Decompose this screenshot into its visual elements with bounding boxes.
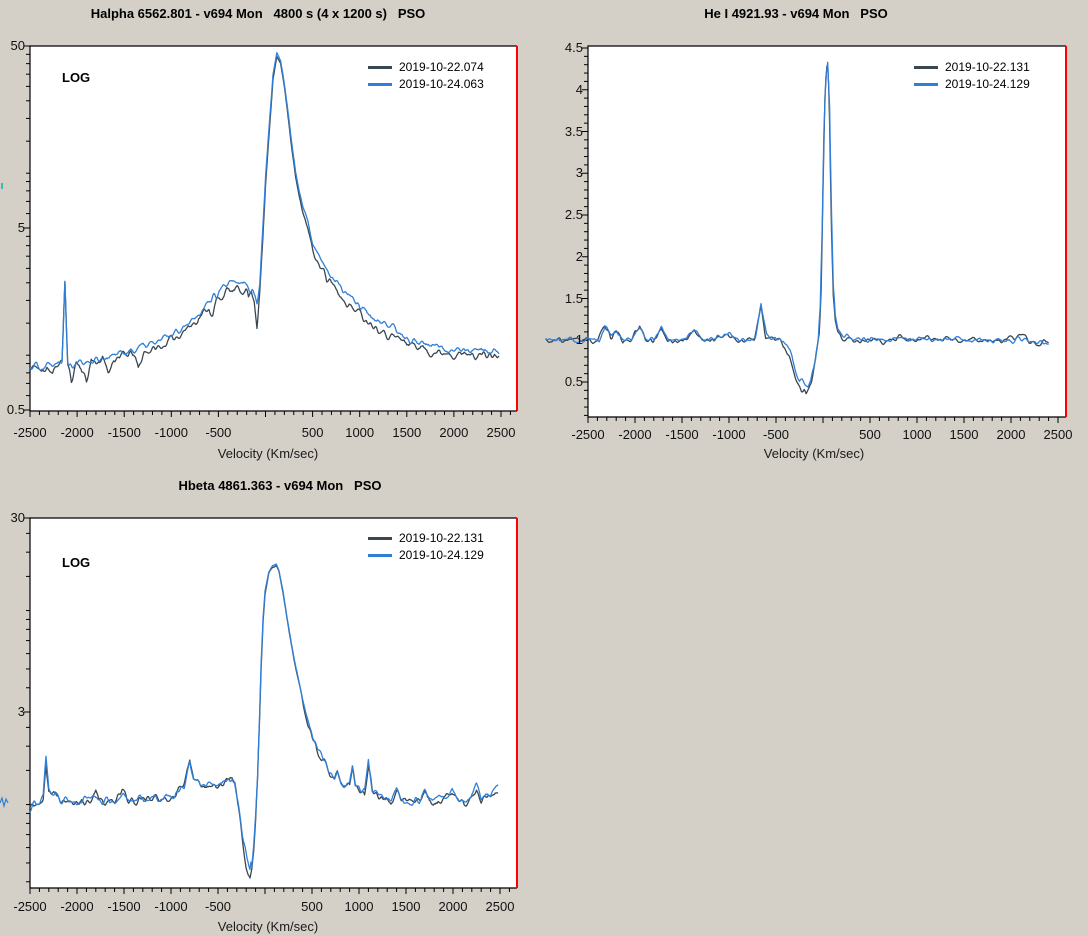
plot-background bbox=[588, 46, 1066, 417]
legend-line-dark bbox=[368, 65, 392, 69]
y-tick-label: 30 bbox=[10, 510, 25, 525]
legend-row: 2019-10-22.074 bbox=[368, 59, 484, 75]
y-tick-label: 5 bbox=[17, 220, 25, 235]
plot-title-hei: He I 4921.93 - v694 Mon PSO bbox=[704, 6, 888, 21]
y-tick-label: 1.5 bbox=[564, 290, 583, 306]
x-tick-label: 500 bbox=[301, 425, 324, 440]
plot-frame bbox=[29, 517, 517, 889]
legend-row: 2019-10-22.131 bbox=[368, 530, 484, 546]
plot-frame bbox=[587, 45, 1066, 418]
legend-label: 2019-10-24.129 bbox=[399, 548, 484, 562]
x-tick-label: -2000 bbox=[60, 899, 94, 914]
x-tick-label: -500 bbox=[762, 427, 790, 442]
legend-line-blue bbox=[368, 82, 392, 86]
plot-title-hbeta: Hbeta 4861.363 - v694 Mon PSO bbox=[178, 478, 382, 493]
x-tick-label: -1000 bbox=[154, 899, 188, 914]
x-tick-label: 1500 bbox=[391, 899, 421, 914]
legend-line-blue bbox=[368, 553, 392, 557]
x-tick-label: 1500 bbox=[392, 425, 422, 440]
y-tick-label: 3.5 bbox=[564, 123, 583, 139]
x-axis-title-hbeta: Velocity (Km/sec) bbox=[217, 919, 319, 934]
legend-line-blue bbox=[914, 82, 938, 86]
x-tick-label: 2000 bbox=[439, 425, 469, 440]
log-scale-label-hbeta: LOG bbox=[62, 555, 91, 570]
y-tick-label: 0.5 bbox=[6, 402, 25, 417]
y-tick-label: 2 bbox=[575, 248, 583, 264]
x-tick-label: -2000 bbox=[60, 425, 94, 440]
series-line-2019-10-24.063 bbox=[29, 52, 500, 371]
x-tick-label: -500 bbox=[204, 899, 232, 914]
legend-label: 2019-10-22.131 bbox=[399, 531, 484, 545]
y-tick-label: 4 bbox=[575, 81, 583, 97]
x-tick-label: -1500 bbox=[107, 899, 141, 914]
plot-hei bbox=[545, 45, 1067, 423]
legend-row: 2019-10-24.063 bbox=[368, 76, 484, 92]
x-tick-label: -1000 bbox=[154, 425, 188, 440]
plot-background bbox=[30, 518, 517, 888]
legend-label: 2019-10-24.129 bbox=[945, 77, 1030, 91]
x-axis-title-hei: Velocity (Km/sec) bbox=[763, 446, 865, 461]
y-tick-label: 4.5 bbox=[564, 40, 583, 55]
x-tick-label: 500 bbox=[301, 899, 323, 914]
y-tick-label: 1 bbox=[575, 332, 583, 348]
legend-row: 2019-10-24.129 bbox=[914, 76, 1030, 92]
plot-background bbox=[30, 46, 517, 411]
series-line-2019-10-24.129 bbox=[29, 563, 499, 871]
x-tick-label: -1500 bbox=[107, 425, 141, 440]
legend-line-dark bbox=[914, 65, 938, 69]
legend-row: 2019-10-24.129 bbox=[368, 547, 484, 563]
x-axis-title-halpha: Velocity (Km/sec) bbox=[217, 446, 319, 461]
y-tick-label: 3 bbox=[575, 165, 583, 181]
x-tick-label: 2000 bbox=[438, 899, 468, 914]
y-tick-label: 3 bbox=[17, 704, 25, 719]
legend-line-dark bbox=[368, 536, 392, 540]
y-tick-label: 50 bbox=[10, 38, 25, 53]
legend-row: 2019-10-22.131 bbox=[914, 59, 1030, 75]
plot-halpha bbox=[24, 45, 518, 417]
x-tick-label: 2500 bbox=[1043, 427, 1073, 442]
x-tick-label: -2500 bbox=[13, 899, 47, 914]
log-scale-label-halpha: LOG bbox=[62, 70, 91, 85]
y-tick-label: 2.5 bbox=[564, 207, 583, 222]
x-tick-label: -1000 bbox=[712, 427, 746, 442]
series-line-2019-10-24.129 bbox=[545, 61, 1049, 388]
stray-mark bbox=[0, 796, 9, 809]
plot-hbeta bbox=[24, 517, 518, 894]
legend-label: 2019-10-22.074 bbox=[399, 60, 484, 74]
x-tick-label: 1000 bbox=[344, 899, 374, 914]
axis-ticks bbox=[582, 47, 1059, 423]
x-tick-label: -2000 bbox=[618, 427, 652, 442]
x-tick-label: 2500 bbox=[485, 899, 515, 914]
series-line-2019-10-22.131 bbox=[545, 64, 1049, 395]
x-tick-label: 2500 bbox=[486, 425, 516, 440]
axis-ticks bbox=[24, 45, 511, 417]
y-tick-label: 0.5 bbox=[564, 374, 583, 389]
x-tick-label: 1000 bbox=[902, 427, 932, 442]
x-tick-label: 2000 bbox=[996, 427, 1026, 442]
legend-label: 2019-10-24.063 bbox=[399, 77, 484, 91]
x-tick-label: -2500 bbox=[571, 427, 605, 442]
x-tick-label: -2500 bbox=[13, 425, 47, 440]
x-tick-label: -1500 bbox=[665, 427, 699, 442]
legend-label: 2019-10-22.131 bbox=[945, 60, 1030, 74]
plot-frame bbox=[29, 45, 517, 412]
x-tick-label: 1000 bbox=[345, 425, 375, 440]
x-tick-label: -500 bbox=[205, 425, 232, 440]
x-tick-label: 1500 bbox=[949, 427, 979, 442]
x-tick-label: 500 bbox=[859, 427, 881, 442]
axis-ticks bbox=[24, 517, 510, 894]
plot-title-halpha: Halpha 6562.801 - v694 Mon 4800 s (4 x 1… bbox=[90, 6, 426, 21]
